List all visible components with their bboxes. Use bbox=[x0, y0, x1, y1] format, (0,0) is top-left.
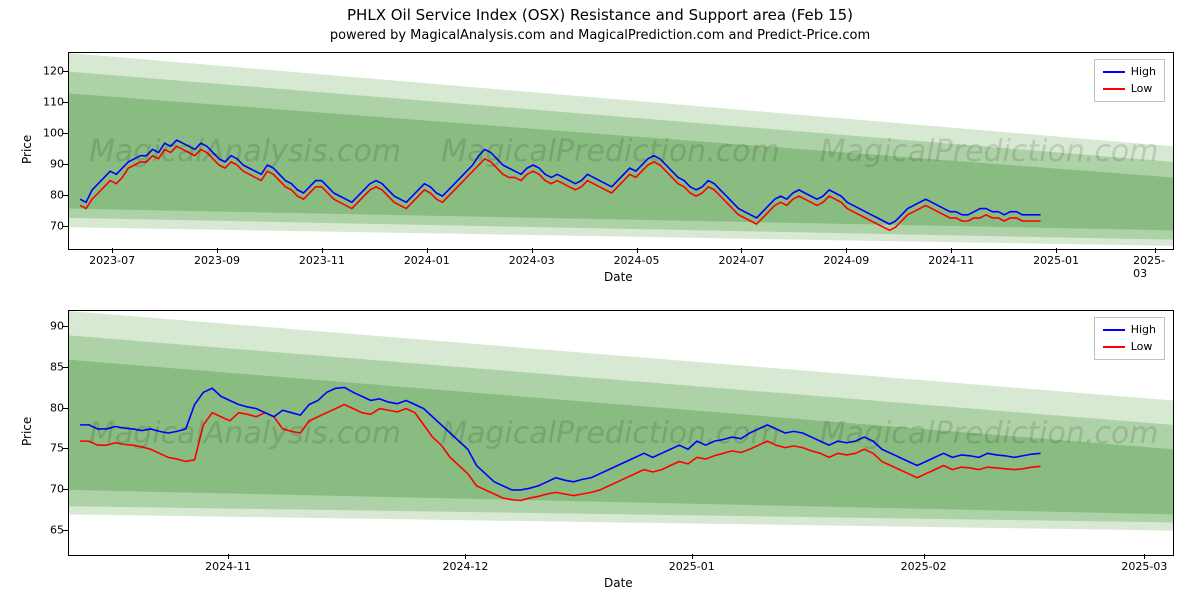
x-tick-label: 2024-09 bbox=[823, 254, 869, 267]
legend: High Low bbox=[1094, 317, 1165, 360]
x-tick-label: 2024-01 bbox=[404, 254, 450, 267]
legend-swatch-low bbox=[1103, 346, 1125, 348]
x-tick-label: 2024-07 bbox=[718, 254, 764, 267]
x-tick-label: 2024-03 bbox=[509, 254, 555, 267]
legend-label: Low bbox=[1131, 81, 1153, 98]
legend: High Low bbox=[1094, 59, 1165, 102]
x-tick-label: 2025-02 bbox=[901, 560, 947, 573]
chart-panel-bottom: MagicalAnalysis.com MagicalPrediction.co… bbox=[68, 310, 1174, 556]
figure: PHLX Oil Service Index (OSX) Resistance … bbox=[0, 0, 1200, 600]
legend-swatch-high bbox=[1103, 71, 1125, 73]
x-tick-label: 2025-01 bbox=[1033, 254, 1079, 267]
y-tick-label: 65 bbox=[24, 523, 64, 536]
y-tick-label: 110 bbox=[24, 95, 64, 108]
legend-swatch-low bbox=[1103, 88, 1125, 90]
x-tick-label: 2024-12 bbox=[442, 560, 488, 573]
legend-label: High bbox=[1131, 322, 1156, 339]
legend-item: High bbox=[1103, 64, 1156, 81]
x-tick-label: 2024-11 bbox=[205, 560, 251, 573]
y-axis-label: Price bbox=[20, 417, 34, 446]
legend-item: Low bbox=[1103, 339, 1156, 356]
x-axis-label: Date bbox=[604, 576, 633, 590]
legend-item: High bbox=[1103, 322, 1156, 339]
legend-item: Low bbox=[1103, 81, 1156, 98]
y-tick-label: 120 bbox=[24, 64, 64, 77]
y-axis-label: Price bbox=[20, 135, 34, 164]
y-tick-label: 70 bbox=[24, 482, 64, 495]
y-tick-label: 70 bbox=[24, 220, 64, 233]
y-tick-label: 80 bbox=[24, 401, 64, 414]
x-axis-label: Date bbox=[604, 270, 633, 284]
legend-swatch-high bbox=[1103, 329, 1125, 331]
y-tick-label: 85 bbox=[24, 360, 64, 373]
chart-panel-top: MagicalAnalysis.com MagicalPrediction.co… bbox=[68, 52, 1174, 250]
x-tick-label: 2025-01 bbox=[669, 560, 715, 573]
chart-title: PHLX Oil Service Index (OSX) Resistance … bbox=[0, 6, 1200, 24]
x-tick-label: 2025-03 bbox=[1121, 560, 1167, 573]
legend-label: High bbox=[1131, 64, 1156, 81]
y-tick-label: 80 bbox=[24, 189, 64, 202]
x-tick-label: 2023-09 bbox=[194, 254, 240, 267]
y-tick-label: 90 bbox=[24, 320, 64, 333]
x-tick-label: 2025-03 bbox=[1133, 254, 1178, 280]
x-tick-label: 2024-11 bbox=[928, 254, 974, 267]
x-tick-label: 2023-07 bbox=[89, 254, 135, 267]
x-tick-label: 2023-11 bbox=[299, 254, 345, 267]
x-tick-label: 2024-05 bbox=[614, 254, 660, 267]
chart-subtitle: powered by MagicalAnalysis.com and Magic… bbox=[0, 28, 1200, 43]
legend-label: Low bbox=[1131, 339, 1153, 356]
